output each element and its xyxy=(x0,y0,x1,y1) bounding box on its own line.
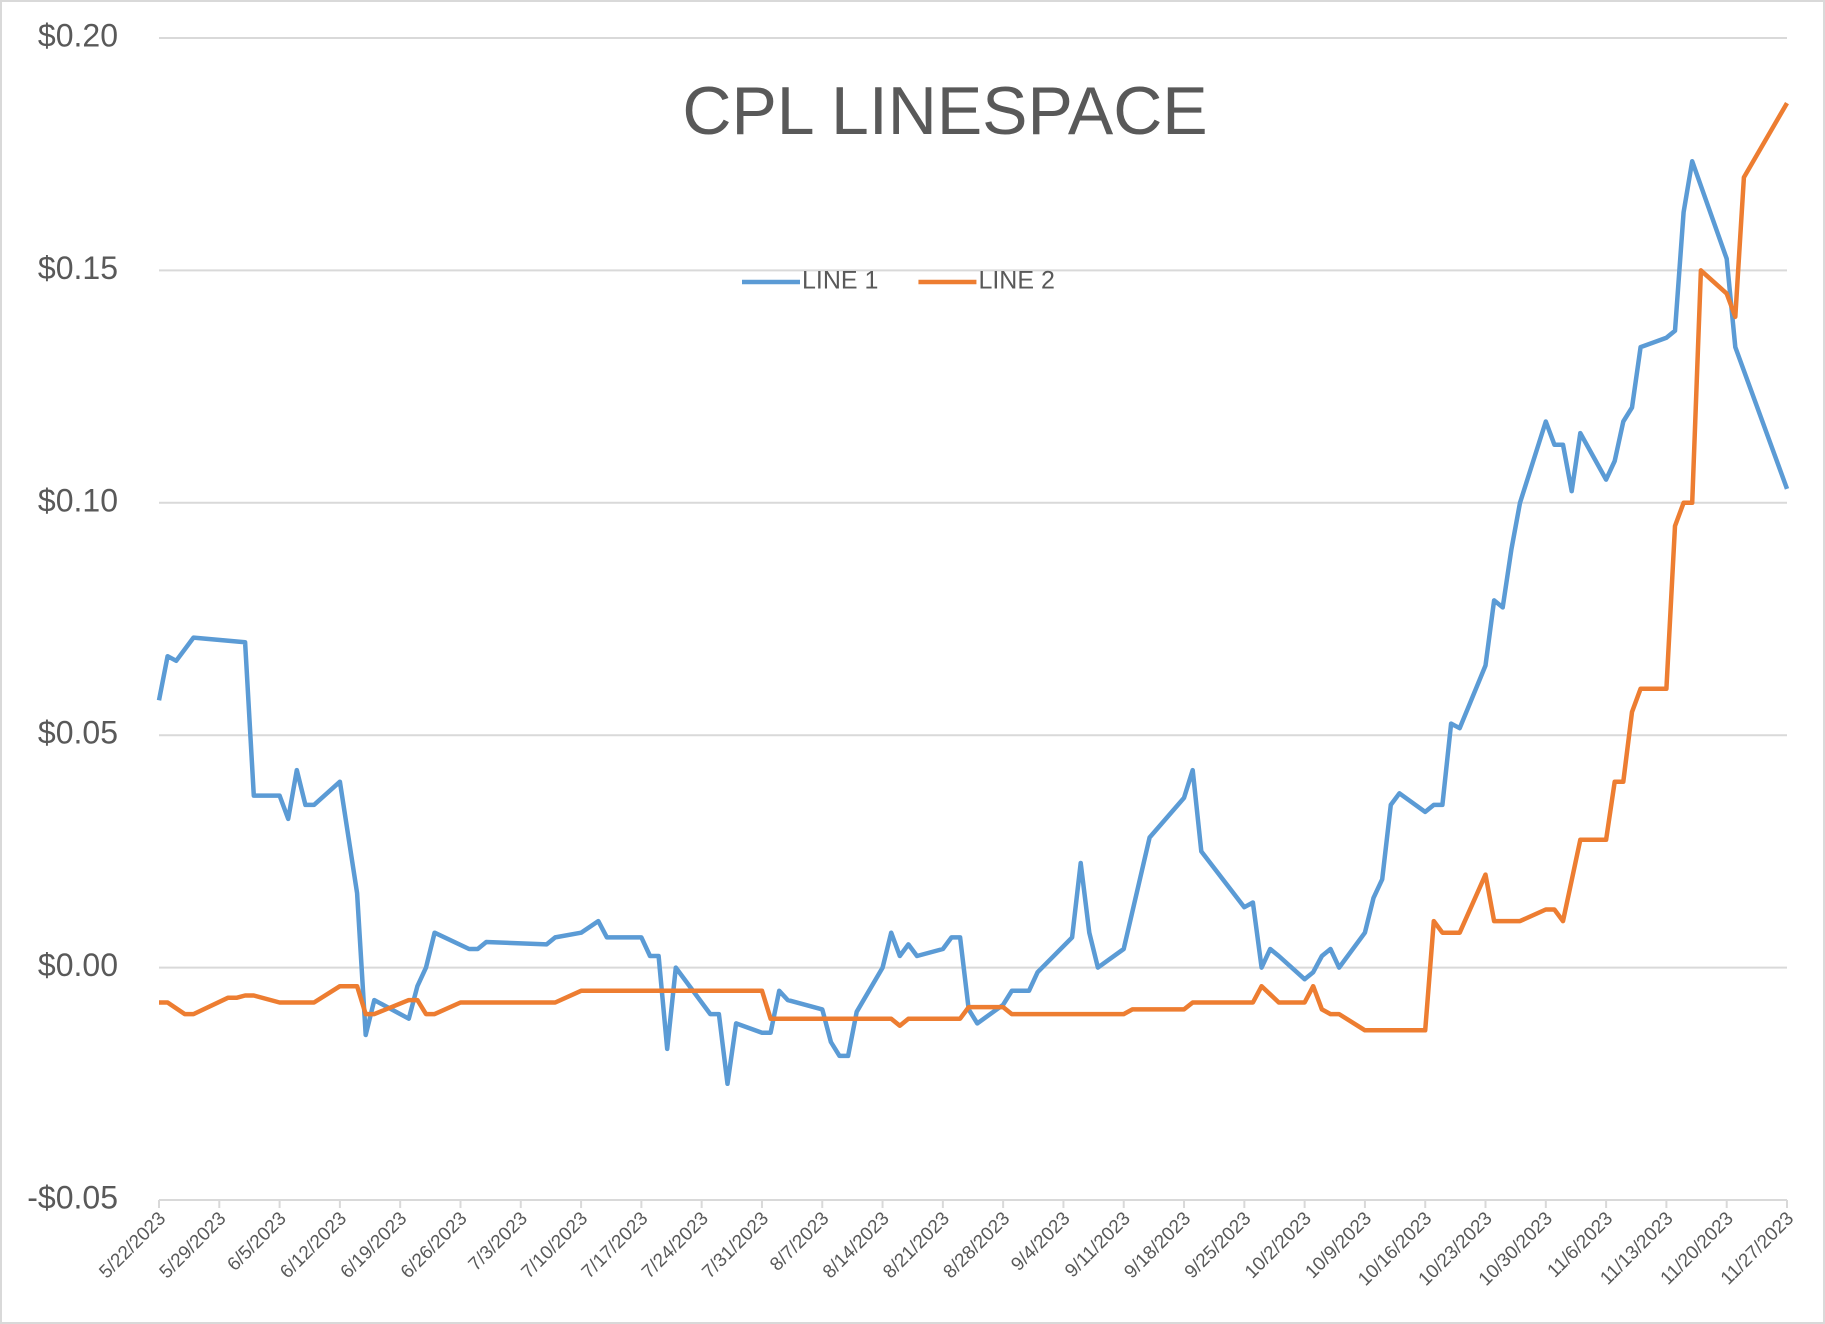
data-line xyxy=(156,158,1790,1087)
chart-title: CPL LINESPACE xyxy=(682,73,1207,149)
legend-label: LINE 1 xyxy=(802,267,878,295)
y-tick-label: $0.05 xyxy=(38,715,118,751)
legend-label: LINE 2 xyxy=(978,267,1054,295)
y-tick-label: -$0.05 xyxy=(27,1179,118,1215)
y-tick-label: $0.15 xyxy=(38,250,118,286)
y-tick-label: $0.00 xyxy=(38,947,118,983)
y-tick-label: $0.10 xyxy=(38,482,118,518)
data-line xyxy=(159,101,1789,1033)
y-tick-label: $0.20 xyxy=(38,17,118,53)
